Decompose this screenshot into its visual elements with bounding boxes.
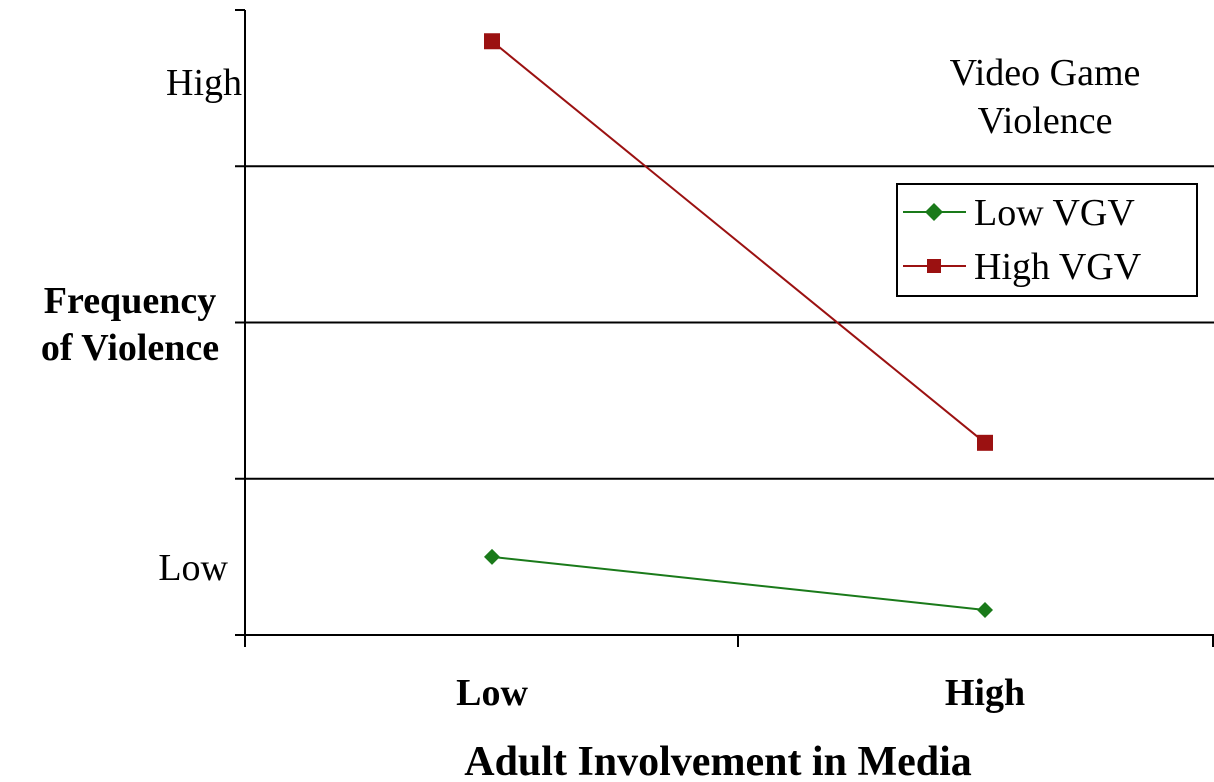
legend-title-line-2: Violence	[978, 100, 1113, 142]
legend-box	[896, 183, 1198, 297]
y-tick-label-low: Low	[158, 547, 228, 589]
legend: Low VGV High VGV	[896, 183, 1198, 297]
series-line-high-vgv	[491, 40, 986, 444]
legend-label-high-vgv: High VGV	[974, 246, 1142, 288]
legend-marker-high-vgv	[927, 259, 941, 273]
data-point-low-vgv-high	[977, 602, 993, 618]
y-tick-label-high: High	[166, 62, 242, 104]
legend-marker-low-vgv	[925, 203, 943, 221]
legend-label-low-vgv: Low VGV	[974, 192, 1135, 234]
legend-title-line-1: Video Game	[950, 52, 1141, 94]
series-layer	[484, 33, 993, 618]
x-tick-label-low: Low	[456, 672, 528, 714]
x-tick-label-high: High	[945, 672, 1025, 714]
y-axis-label-line-1: Frequency	[44, 280, 216, 322]
y-axis-label-line-2: of Violence	[41, 327, 219, 369]
gridlines	[245, 165, 1214, 480]
series-line-low-vgv	[491, 555, 986, 611]
data-point-high-vgv-high	[977, 434, 993, 451]
data-point-low-vgv-low	[484, 548, 500, 565]
x-axis-label: Adult Involvement in Media	[464, 739, 972, 782]
data-point-high-vgv-low	[484, 33, 500, 50]
axis-ticks	[235, 9, 1214, 647]
